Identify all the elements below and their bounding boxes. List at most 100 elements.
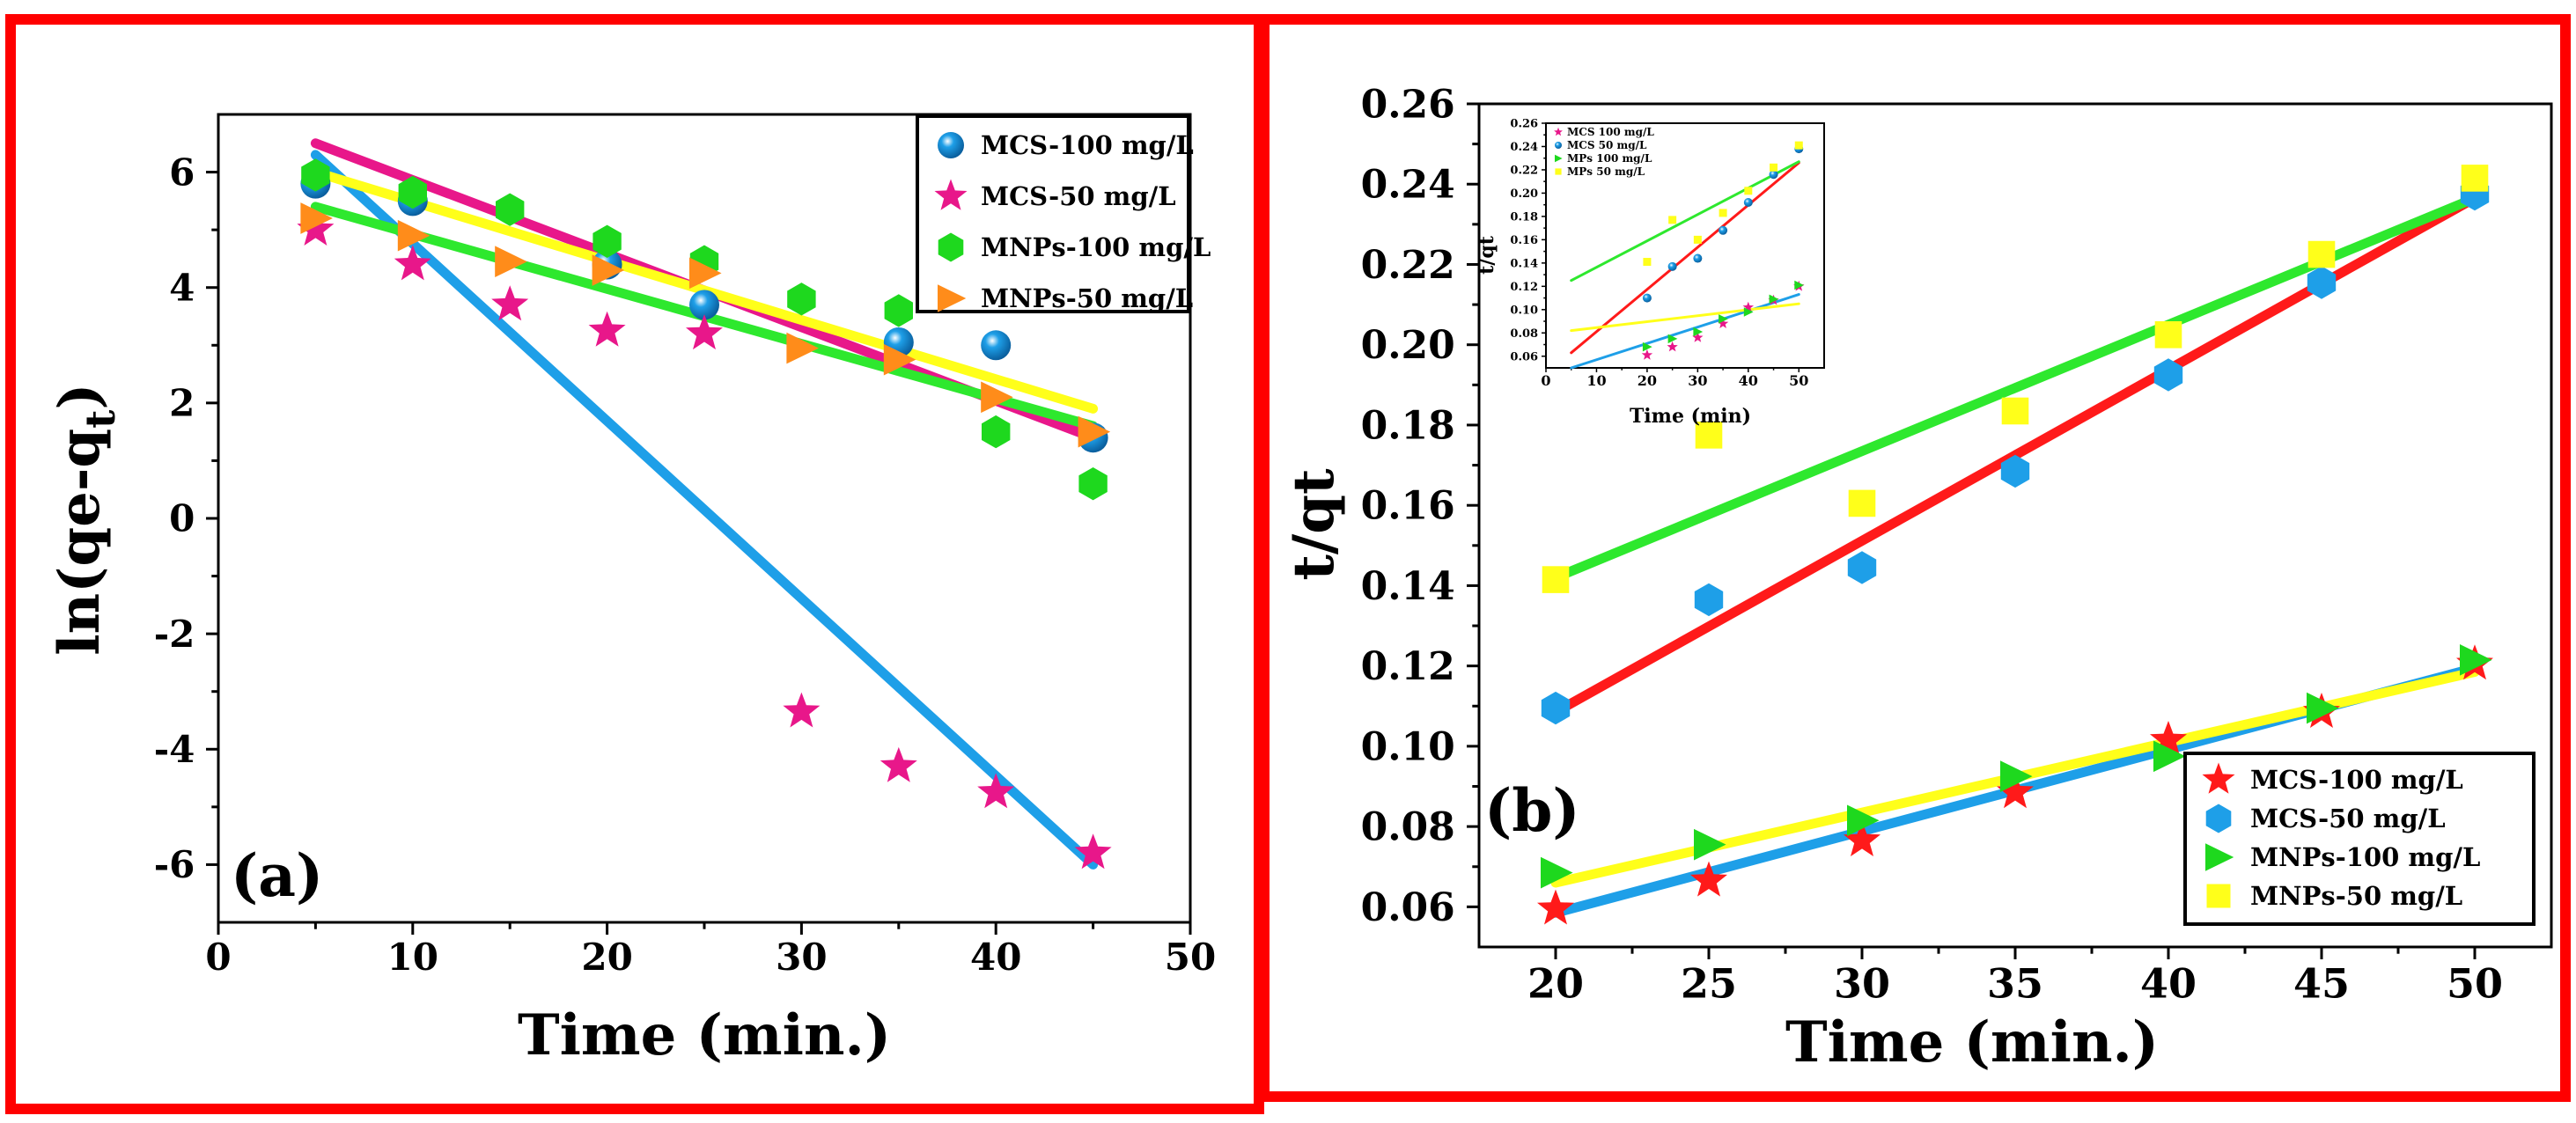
panel-b-x-axis-label: Time (min.)	[1785, 1009, 2159, 1075]
panel-b: 20 25 30 35 40 45 50 0.060.080.100.120.140.160…	[1281, 82, 2553, 1075]
panel-b-y-tick-label: 0.16	[1361, 484, 1455, 529]
panel-b-border	[1259, 14, 2571, 1102]
panel-b-data-point	[1844, 821, 1880, 856]
panel-a-data-point	[397, 219, 431, 252]
inset-data-point	[1719, 225, 1728, 235]
panel-b-x-tick-label: 30	[1834, 960, 1890, 1008]
panel-b-points	[1537, 165, 2493, 925]
panel-a-y-axis-label-main: ln(qe-q	[47, 429, 113, 656]
inset-points	[1641, 141, 1805, 360]
panel-b-legend-label: MNPs-100 mg/L	[2250, 842, 2480, 872]
panel-b-legend: MCS-100 mg/L MCS-50 mg/L MNPs-100 mg/L MNPs…	[2183, 752, 2536, 926]
inset-data-point	[1693, 327, 1704, 337]
inset-fit-line-2	[1570, 161, 1800, 355]
panel-a-y-tick-label: 6	[169, 150, 195, 194]
panel-b-data-point	[1541, 856, 1573, 889]
panel-a-x-tick-labels: 0 10 20 30 40 50	[205, 936, 1216, 979]
inset-data-point	[1641, 349, 1653, 360]
panel-a-data-point	[686, 314, 723, 350]
panel-a-data-point	[588, 311, 626, 347]
panel-a-series-4	[300, 202, 1111, 448]
panel-a-y-tick-label: 0	[169, 497, 195, 540]
panel-b-x-tick-label: 40	[2140, 960, 2197, 1008]
panel-a-series-2	[297, 210, 1112, 870]
inset-y-tick-label: 0.24	[1510, 141, 1538, 154]
panel-a-data-point	[495, 246, 527, 278]
panel-b-data-point	[1847, 551, 1877, 584]
inset-x-tick-label: 30	[1688, 372, 1707, 389]
panel-b-data-point	[1541, 691, 1571, 725]
inset-data-point	[1769, 170, 1778, 180]
inset-legend-label: MCS 100 mg/L	[1567, 126, 1654, 138]
inset-data-point	[1770, 163, 1778, 172]
panel-a-legend-label: MNPs-50 mg/L	[981, 283, 1193, 313]
inset-chart: 0 10 20 30 40 50 0.06 0.08 0.10 0.12 0.14 0.16 0.18…	[1476, 118, 1831, 428]
inset-data-point	[1719, 209, 1727, 217]
panel-b-x-tick-label: 20	[1527, 960, 1584, 1008]
panel-b-data-point	[2153, 740, 2186, 773]
inset-data-point	[1794, 141, 1803, 150]
inset-data-point	[1667, 261, 1677, 271]
inset-x-tick-label: 10	[1586, 372, 1606, 389]
panel-b-data-point	[1537, 889, 1574, 925]
panel-b-data-point	[1694, 583, 1724, 617]
inset-data-point	[1643, 258, 1652, 267]
inset-y-tick-label: 0.18	[1510, 210, 1538, 224]
inset-y-tick-label: 0.14	[1510, 257, 1538, 270]
panel-b-data-point	[1848, 489, 1876, 517]
panel-b-x-tick-labels: 20 25 30 35 40 45 50	[1527, 960, 2503, 1008]
panel-a-legend-marker	[938, 232, 964, 262]
inset-series-3	[1642, 280, 1805, 352]
inset-legend-marker	[1554, 127, 1563, 136]
inset-y-tick-label: 0.06	[1510, 350, 1538, 363]
panel-a-y-axis-label-sub: t	[77, 409, 124, 429]
panel-a-data-point	[880, 746, 917, 782]
panel-b-y-tick-label: 0.14	[1361, 564, 1455, 609]
panel-a-legend-marker	[938, 132, 964, 158]
panel-b-series-3	[1541, 643, 2492, 889]
panel-a-data-point	[491, 285, 529, 321]
panel-b-data-point	[1997, 773, 2034, 809]
panel-a-legend-marker	[938, 284, 967, 312]
panel-b-series-4	[1542, 165, 2489, 593]
panel-a-data-point	[883, 343, 916, 376]
panel-a-x-tick-label: 40	[970, 936, 1021, 979]
panel-b-data-point	[2154, 321, 2182, 349]
inset-y-tick-label: 0.12	[1510, 281, 1538, 294]
panel-b-data-point	[2000, 454, 2030, 488]
inset-x-tick-labels: 0 10 20 30 40 50	[1541, 372, 1808, 389]
panel-a-data-point	[394, 245, 431, 281]
panel-a-legend-marker	[934, 179, 968, 210]
panel-a-data-point	[787, 283, 816, 316]
panel-b-legend-marker	[2205, 804, 2232, 833]
panel-a-data-point	[689, 290, 719, 320]
panel-b-x-tick-label: 25	[1681, 960, 1737, 1008]
panel-a-y-axis-label-close: )	[47, 383, 113, 409]
panel-a-x-tick-label: 30	[776, 936, 827, 979]
panel-b-data-point	[2307, 266, 2337, 299]
panel-a-data-point	[981, 381, 1013, 414]
panel-b-y-tick-label: 0.18	[1361, 403, 1455, 448]
panel-a-data-point	[1078, 415, 1111, 448]
panel-b-y-tick-label: 0.08	[1361, 805, 1455, 850]
panel-a-y-tick-label: -6	[154, 843, 195, 886]
inset-data-point	[1693, 253, 1703, 263]
inset-fit-line-4	[1570, 302, 1800, 333]
panel-b-y-axis-label: t/qt	[1281, 468, 1347, 581]
panel-b-data-point	[1690, 861, 1727, 897]
panel-b-legend-marker	[2206, 884, 2231, 908]
panel-b-data-point	[1847, 804, 1880, 837]
panel-a-y-tick-label: 4	[169, 266, 195, 309]
panel-a-y-tick-label: -2	[154, 613, 195, 656]
inset-y-tick-label: 0.20	[1510, 187, 1538, 201]
inset-legend-marker	[1555, 142, 1562, 149]
panel-b-x-tick-label: 50	[2447, 960, 2503, 1008]
inset-legend-label: MPs 100 mg/L	[1567, 152, 1652, 165]
panel-b-data-point	[2001, 397, 2029, 425]
panel-a-fit-line-1	[310, 150, 1099, 870]
inset-data-point	[1693, 235, 1702, 244]
panel-a-legend-label: MCS-100 mg/L	[981, 130, 1194, 160]
panel-b-legend-box	[2183, 752, 2536, 926]
